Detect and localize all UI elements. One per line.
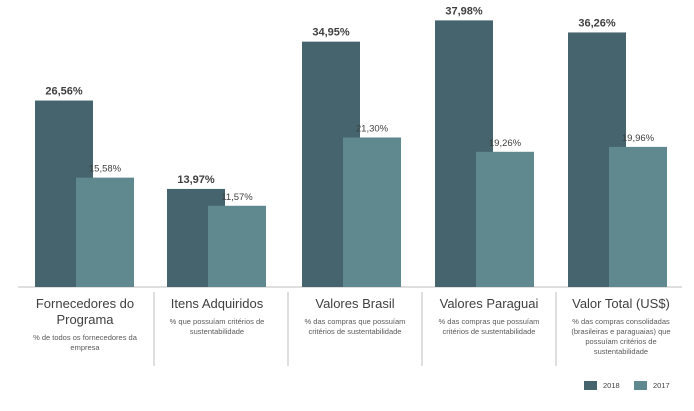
category-label: Fornecedores do Programa % de todos os fo…: [29, 296, 141, 353]
category-title: Itens Adquiridos: [170, 296, 264, 311]
data-label-2018: 13,97%: [177, 174, 215, 186]
category-title: Valores Paraguai: [439, 296, 539, 311]
bar-2017: [208, 205, 266, 287]
legend-swatch-2018: [584, 381, 597, 390]
category-title: Valor Total (US$): [572, 296, 670, 311]
category-description: % de todos os fornecedores da empresa: [33, 333, 137, 352]
category-description: % das compras que possuíam critérios de …: [304, 317, 406, 336]
category-title: Valores Brasil: [315, 296, 395, 311]
category-label: Valores Paraguai % das compras que possuí…: [430, 296, 548, 337]
category-description: % das compras que possuíam critérios de …: [438, 317, 540, 336]
data-label-2017: 21,30%: [356, 123, 389, 134]
category-label: Valores Brasil % das compras que possuíam…: [296, 296, 414, 337]
data-label-2018: 36,26%: [578, 17, 616, 29]
data-label-2017: 19,96%: [622, 133, 655, 144]
legend-item-2017: 2017: [634, 381, 670, 390]
legend-label-2018: 2018: [603, 381, 620, 390]
legend-swatch-2017: [634, 381, 647, 390]
data-label-2017: 11,57%: [221, 192, 253, 203]
legend-item-2018: 2018: [584, 381, 620, 390]
data-label-2017: 19,26%: [489, 138, 522, 149]
legend-label-2017: 2017: [653, 381, 670, 390]
category-title: Fornecedores do Programa: [35, 296, 135, 327]
bar-2017: [76, 177, 134, 287]
category-label: Itens Adquiridos % que possuíam critérios…: [158, 296, 276, 337]
data-label-2018: 34,95%: [312, 27, 350, 39]
bar-2017: [343, 137, 401, 287]
bar-2017: [609, 146, 667, 287]
data-label-2018: 26,56%: [45, 86, 83, 98]
category-description: % das compras consolidadas (brasileiras …: [571, 317, 671, 356]
category-label: Valor Total (US$) % das compras consolida…: [562, 296, 680, 357]
bar-2017: [476, 151, 534, 287]
data-label-2018: 37,98%: [445, 5, 483, 17]
category-description: % que possuíam critérios de sustentabili…: [169, 317, 265, 336]
data-label-2017: 15,58%: [89, 164, 122, 175]
